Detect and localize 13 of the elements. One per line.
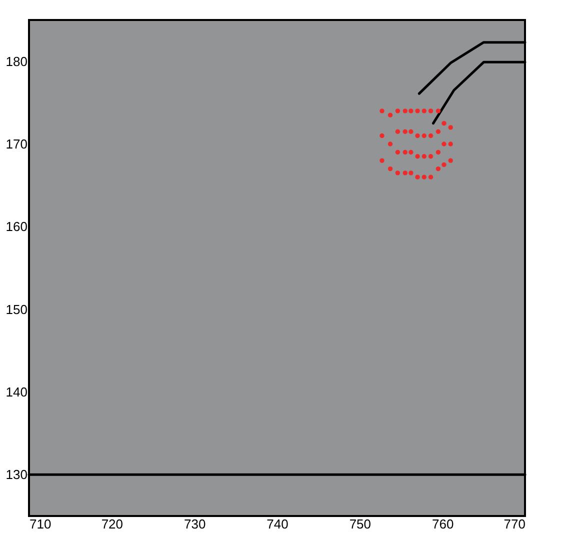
y-tick-label: 180 [6,54,28,69]
y-tick-label: 130 [6,467,28,482]
x-tick-label: 730 [184,516,206,532]
x-tick-label: 720 [101,516,124,532]
y-tick-label: 170 [6,136,28,152]
y-tick-label: 140 [6,384,28,400]
x-tick-label: 750 [349,516,372,532]
x-tick-label: 740 [266,516,288,532]
x-tick-label: 710 [30,516,52,532]
x-tick-label: 770 [504,516,526,532]
x-tick-label: 760 [432,516,454,532]
y-tick-label: 150 [6,302,28,317]
y-tick-label: 160 [6,219,28,234]
